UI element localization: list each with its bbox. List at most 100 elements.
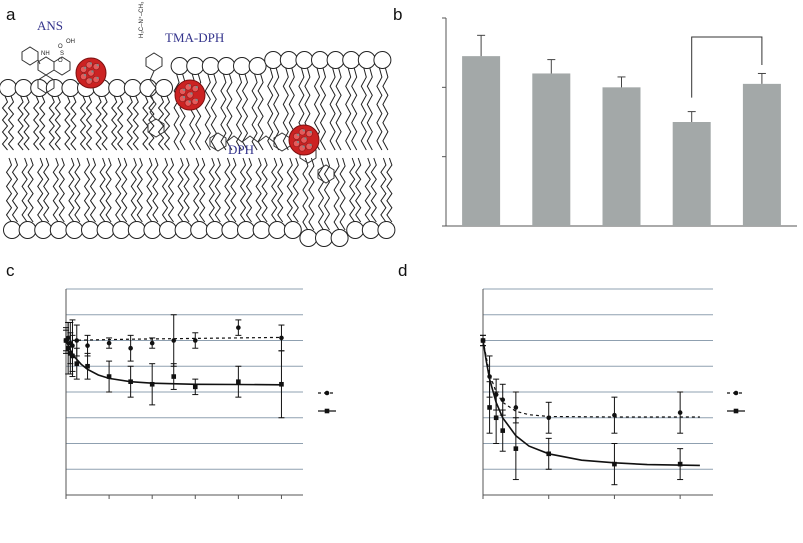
lipid-tail [157, 95, 165, 151]
lipid-tail [366, 67, 373, 151]
data-point [612, 412, 617, 418]
data-point [493, 415, 499, 421]
lipid-tail [230, 157, 237, 223]
lipid-tail [54, 95, 61, 151]
lipid-tail [161, 157, 169, 223]
legend-marker [324, 390, 330, 396]
lipid-tail [364, 157, 371, 223]
lipid-tail [323, 157, 331, 231]
lipid-head [248, 57, 267, 75]
lipid-head [81, 221, 99, 239]
bar [672, 122, 711, 226]
lipid-tail [208, 157, 215, 223]
lipid-tail [167, 157, 175, 223]
fullerene-atom-gray [91, 70, 94, 73]
ans-probe [21, 46, 71, 94]
lipid-tail [5, 157, 13, 223]
data-point [70, 353, 75, 359]
lipid-head [315, 229, 333, 247]
data-point [192, 384, 198, 390]
lipid-head [3, 221, 21, 239]
data-point [279, 381, 284, 387]
data-point [106, 340, 112, 346]
lipid-tail [148, 95, 155, 151]
ans-s-text: S [60, 51, 64, 57]
fullerene-atom-gray [96, 63, 99, 67]
data-point [106, 374, 112, 379]
lipid-head [342, 51, 361, 69]
lipid-head [299, 229, 318, 247]
lipid-tail [319, 67, 327, 151]
data-point [677, 461, 683, 467]
legend-marker [733, 408, 739, 414]
lipid-head [264, 51, 283, 69]
fullerene-atom-gray [96, 76, 99, 80]
data-point [128, 345, 133, 351]
ans-nh-text: NH [41, 51, 50, 57]
fullerene-atom-gray [188, 84, 191, 87]
lipid-head [326, 51, 345, 69]
lipid-tail [117, 95, 124, 151]
data-point [612, 461, 617, 467]
lipid-tail [132, 95, 139, 151]
lipid-tail [48, 95, 55, 151]
fullerene-atom-gray [302, 145, 305, 148]
fullerene-atom-gray [309, 143, 312, 147]
lipid-tail [349, 157, 356, 223]
data-point [149, 381, 155, 387]
lipid-tail [380, 157, 387, 223]
tma-dph-molecule [145, 52, 165, 138]
lipid-tail [345, 67, 352, 151]
lipid-tail [224, 157, 231, 223]
fullerene-atom-gray [83, 73, 87, 77]
panel-b-letter: b [393, 5, 402, 24]
fullerene-atom-gray [182, 95, 186, 99]
lipid-tail [251, 73, 258, 151]
lipid-tail [226, 73, 233, 151]
fullerene-atom-gray [304, 137, 307, 140]
fullerene-atom-gray [296, 133, 300, 137]
lipid-tail [267, 67, 274, 151]
lipid-tail [257, 73, 264, 151]
data-point [149, 340, 155, 346]
lipid-tail [85, 95, 93, 151]
data-point [85, 363, 90, 369]
lipid-head [377, 221, 396, 239]
lipid-head [279, 51, 298, 69]
data-point [546, 415, 552, 421]
fullerene-atom-gray [188, 100, 191, 103]
lipid-head [45, 79, 64, 97]
lipid-head [112, 221, 131, 239]
lipid-tail [83, 157, 91, 223]
lipid-tail [277, 157, 284, 223]
lipid-tail [255, 157, 262, 223]
lipid-tail [146, 157, 153, 223]
line-chart-panel-d: d [398, 261, 745, 499]
data-point [85, 343, 90, 348]
lipid-tail [136, 157, 143, 223]
lipid-head [0, 79, 17, 97]
ans-oh-text: OH [66, 39, 75, 45]
data-point [500, 397, 506, 403]
lipid-head [96, 221, 115, 239]
lipid-tail [52, 157, 59, 223]
lipid-head [14, 79, 33, 97]
lipid-tail [111, 95, 118, 151]
lipid-head [346, 221, 365, 239]
lipid-tail [282, 67, 289, 151]
ans-o-bottom-text: O [58, 58, 63, 64]
panel-d-letter: d [398, 261, 407, 280]
line-chart-panel-c: c [6, 261, 336, 499]
fullerene-atom-gray [182, 88, 186, 92]
legend-marker [324, 408, 330, 414]
lipid-tail [11, 157, 19, 223]
lipid-tail [95, 95, 102, 151]
lipid-head [373, 51, 392, 69]
tma-formula-text: H₃C–N⁺–CH₃ [138, 1, 145, 38]
lipid-tail [173, 73, 180, 151]
lipid-tail [43, 157, 50, 223]
data-point [480, 338, 486, 343]
lipid-tail [329, 67, 336, 151]
lipid-head [330, 229, 349, 247]
